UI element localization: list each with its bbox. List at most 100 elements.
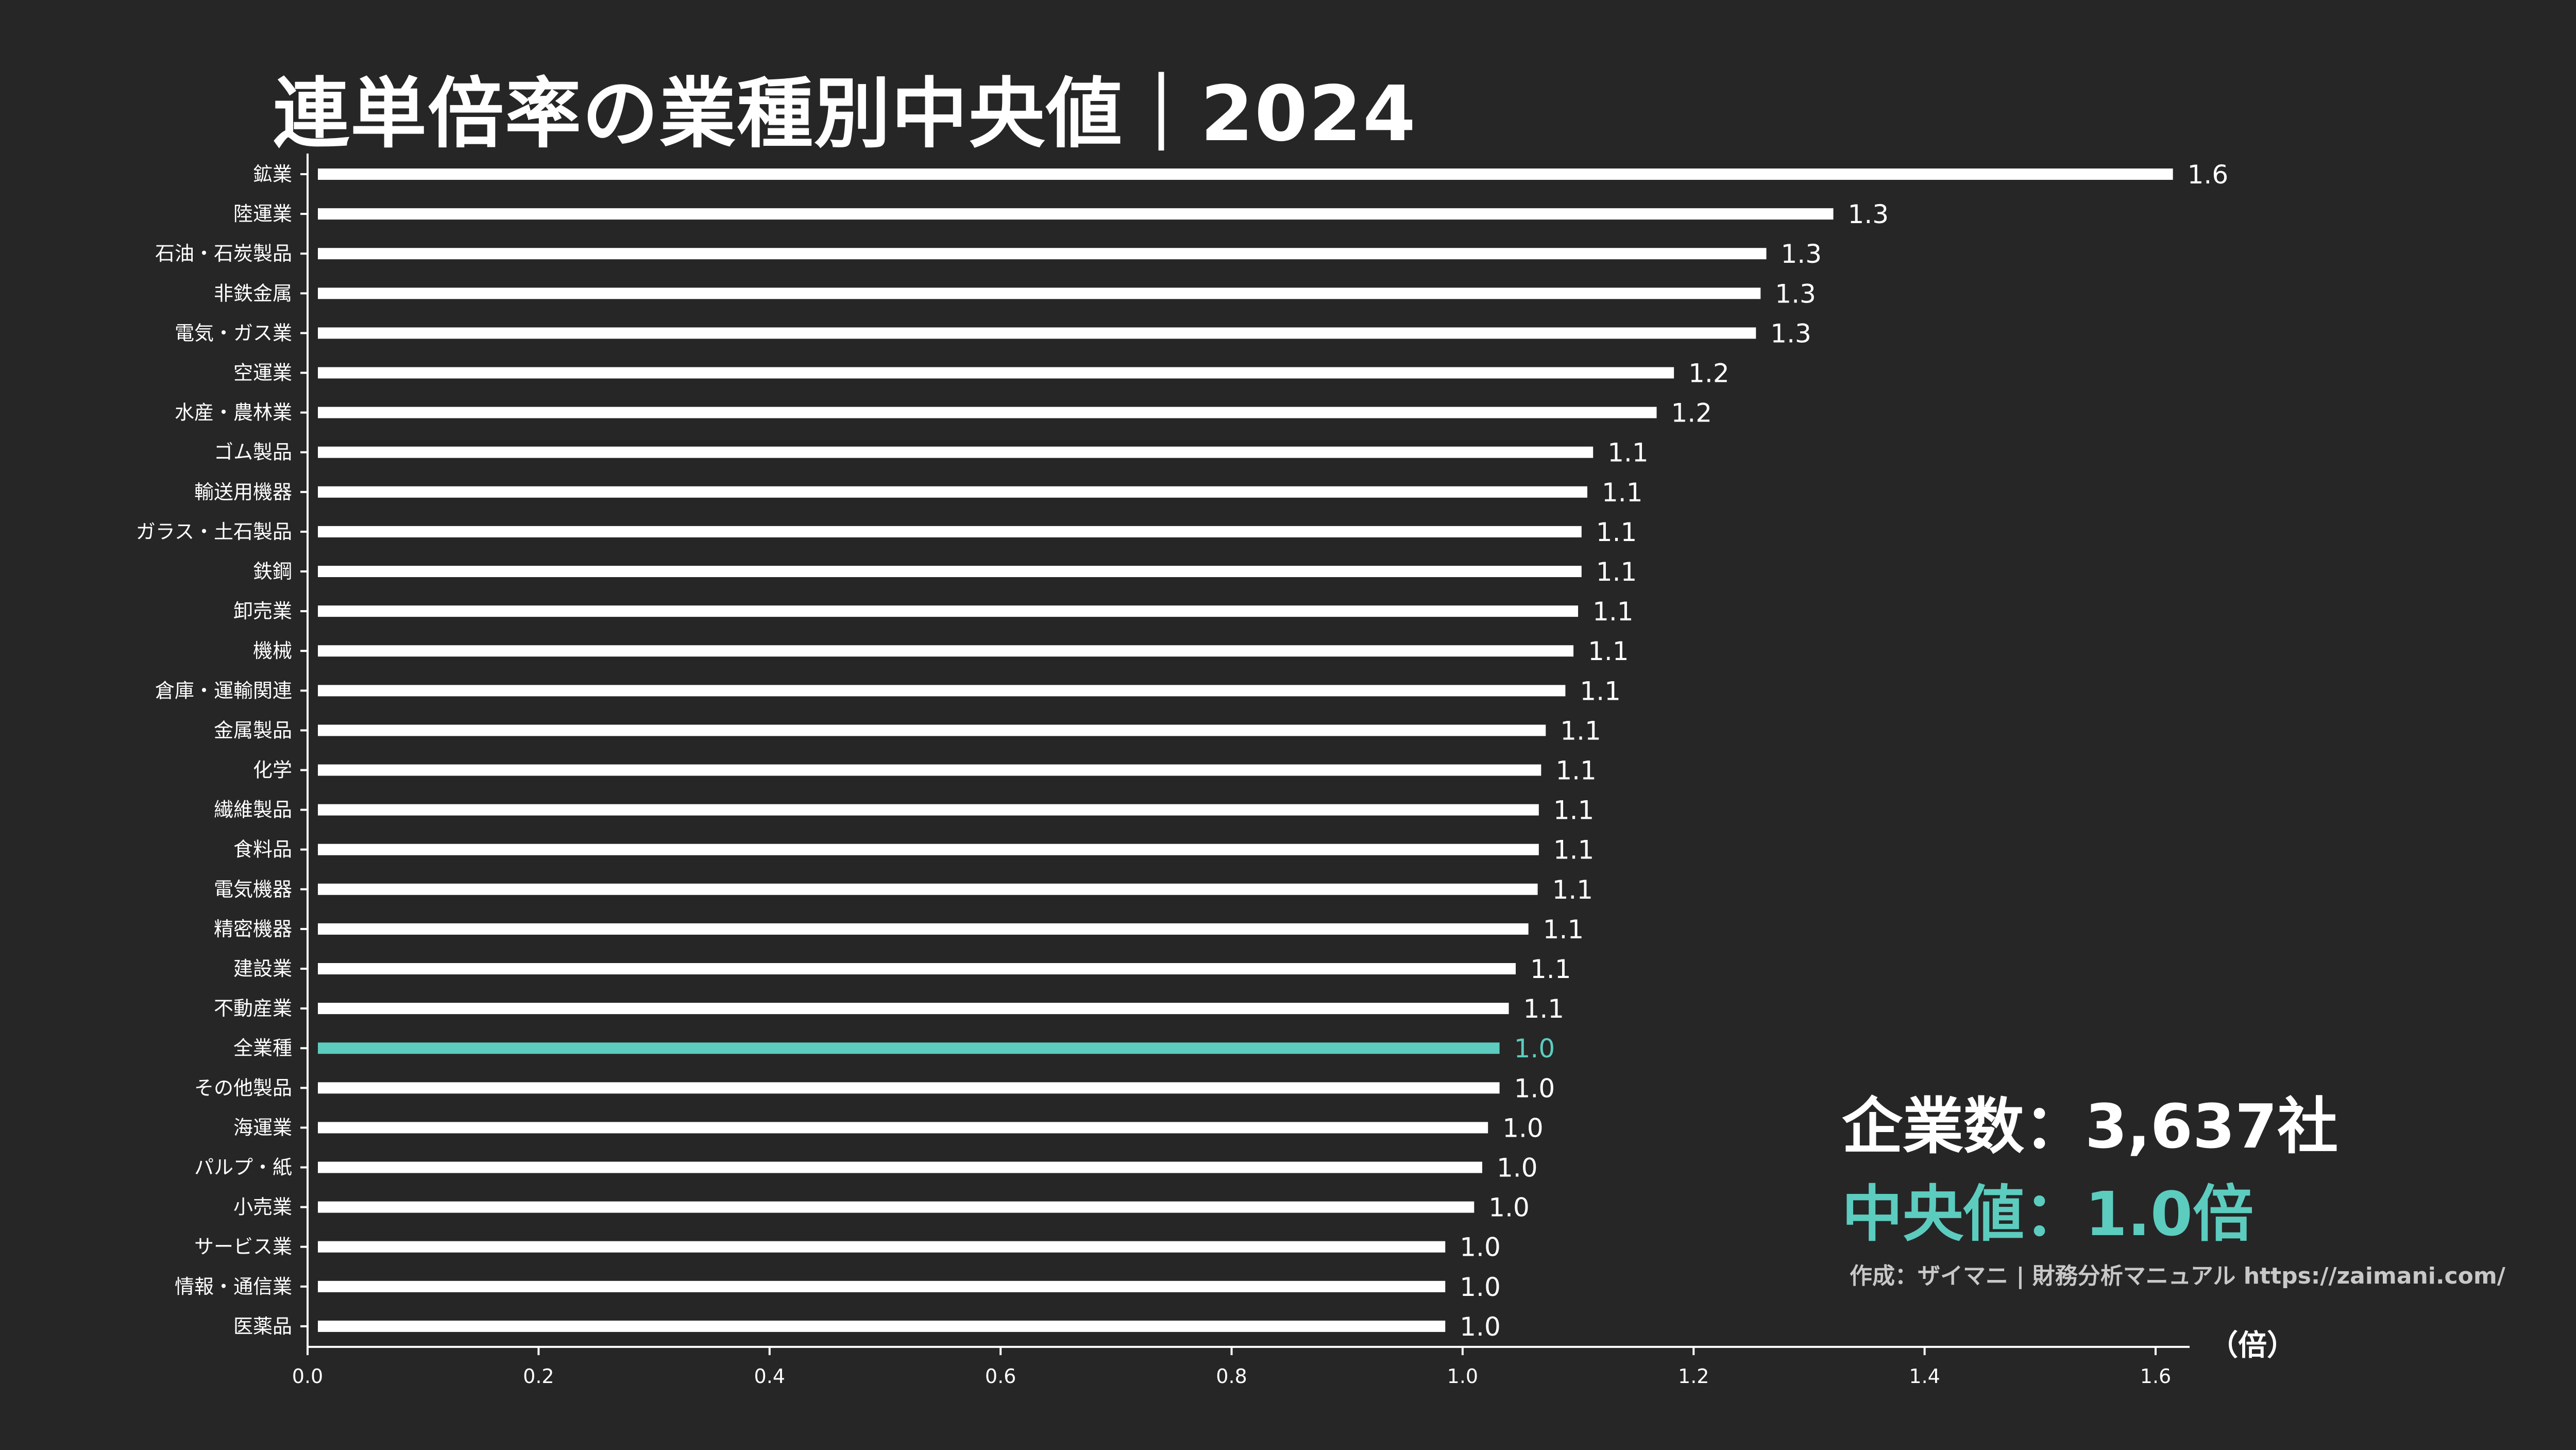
credit-text: 作成：ザイマニ | 財務分析マニュアル https://zaimani.com/ <box>1850 1263 2505 1289</box>
bar-27 <box>318 1241 1446 1253</box>
value-label-3: 1.3 <box>1775 279 1816 309</box>
bar-6 <box>318 407 1657 418</box>
category-label-19: 精密機器 <box>214 918 292 940</box>
bar-16 <box>318 804 1539 816</box>
bar-18 <box>318 883 1538 895</box>
value-label-23: 1.0 <box>1514 1073 1555 1103</box>
category-label-29: 医薬品 <box>233 1315 292 1338</box>
category-label-21: 不動産業 <box>214 997 292 1020</box>
category-label-28: 情報・通信業 <box>175 1275 292 1298</box>
bar-1 <box>318 208 1834 220</box>
category-label-12: 機械 <box>253 639 292 662</box>
value-label-7: 1.1 <box>1607 438 1649 468</box>
value-label-2: 1.3 <box>1781 239 1822 269</box>
value-label-21: 1.1 <box>1523 994 1565 1024</box>
x-tick-label-1: 0.2 <box>523 1365 554 1388</box>
value-label-17: 1.1 <box>1553 835 1595 865</box>
median-stat: 中央値：1.0倍 <box>1842 1178 2254 1250</box>
x-tick-label-5: 1.0 <box>1447 1365 1478 1388</box>
category-label-23: その他製品 <box>194 1076 292 1099</box>
value-label-10: 1.1 <box>1596 557 1637 587</box>
bar-15 <box>318 764 1541 776</box>
category-label-1: 陸運業 <box>233 203 292 225</box>
bar-10 <box>318 566 1582 577</box>
category-label-7: ゴム製品 <box>214 441 292 464</box>
category-label-11: 卸売業 <box>233 600 292 622</box>
category-label-26: 小売業 <box>233 1196 292 1219</box>
category-label-10: 鉄鋼 <box>253 560 292 583</box>
category-label-0: 鉱業 <box>253 163 292 186</box>
value-label-19: 1.1 <box>1543 915 1584 945</box>
value-label-6: 1.2 <box>1671 398 1713 428</box>
x-tick-label-3: 0.6 <box>985 1365 1016 1388</box>
bar-2 <box>318 248 1767 260</box>
value-label-29: 1.0 <box>1460 1312 1501 1342</box>
bar-20 <box>318 963 1516 974</box>
category-label-5: 空運業 <box>233 362 292 384</box>
value-label-9: 1.1 <box>1596 517 1637 547</box>
value-label-18: 1.1 <box>1552 875 1594 905</box>
bar-19 <box>318 923 1529 935</box>
bar-13 <box>318 685 1566 697</box>
category-label-27: サービス業 <box>194 1236 292 1258</box>
value-label-13: 1.1 <box>1580 676 1621 706</box>
value-label-0: 1.6 <box>2188 160 2229 190</box>
bar-14 <box>318 724 1546 736</box>
chart-title: 連単倍率の業種別中央値｜2024 <box>273 70 1417 158</box>
value-label-12: 1.1 <box>1588 636 1629 666</box>
category-label-2: 石油・石炭製品 <box>155 242 292 265</box>
category-label-14: 金属製品 <box>214 719 292 741</box>
value-label-16: 1.1 <box>1553 796 1595 825</box>
category-label-4: 電気・ガス業 <box>175 322 292 344</box>
x-tick-label-7: 1.4 <box>1909 1365 1940 1388</box>
value-label-25: 1.0 <box>1497 1153 1538 1183</box>
category-label-13: 倉庫・運輸関連 <box>155 679 292 702</box>
bar-28 <box>318 1280 1446 1292</box>
bar-3 <box>318 288 1761 299</box>
bar-7 <box>318 446 1594 458</box>
category-label-6: 水産・農林業 <box>175 401 292 424</box>
bar-17 <box>318 844 1539 855</box>
value-label-27: 1.0 <box>1460 1233 1501 1262</box>
bar-8 <box>318 486 1587 498</box>
bar-24 <box>318 1122 1488 1134</box>
category-label-20: 建設業 <box>233 957 292 980</box>
value-label-5: 1.2 <box>1688 359 1730 389</box>
bar-23 <box>318 1082 1500 1094</box>
value-label-20: 1.1 <box>1530 954 1571 984</box>
x-axis-unit-label: （倍） <box>2209 1329 2296 1362</box>
category-label-15: 化学 <box>253 759 292 782</box>
category-label-25: パルプ・紙 <box>194 1156 292 1179</box>
bar-9 <box>318 526 1582 537</box>
value-label-15: 1.1 <box>1555 756 1597 786</box>
x-tick-label-6: 1.2 <box>1678 1365 1709 1388</box>
value-label-14: 1.1 <box>1560 716 1601 746</box>
value-label-28: 1.0 <box>1460 1272 1501 1302</box>
value-label-22: 1.0 <box>1514 1034 1555 1064</box>
value-label-11: 1.1 <box>1592 597 1634 627</box>
category-label-22: 全業種 <box>233 1037 292 1059</box>
x-tick-label-0: 0.0 <box>292 1365 323 1388</box>
category-label-9: ガラス・土石製品 <box>136 520 292 543</box>
bar-0 <box>318 168 2173 180</box>
bar-11 <box>318 605 1579 617</box>
bar-12 <box>318 645 1574 657</box>
value-label-26: 1.0 <box>1488 1193 1530 1223</box>
value-label-24: 1.0 <box>1502 1113 1544 1143</box>
bar-29 <box>318 1320 1446 1332</box>
category-label-3: 非鉄金属 <box>214 282 292 305</box>
category-label-16: 繊維製品 <box>214 799 292 821</box>
bar-25 <box>318 1161 1482 1173</box>
x-tick-label-4: 0.8 <box>1216 1365 1247 1388</box>
value-label-8: 1.1 <box>1602 478 1643 508</box>
bar-5 <box>318 367 1674 379</box>
x-tick-label-8: 1.6 <box>2140 1365 2171 1388</box>
category-label-24: 海運業 <box>233 1116 292 1139</box>
bar-26 <box>318 1201 1475 1213</box>
company-count-stat: 企業数：3,637社 <box>1842 1091 2338 1162</box>
category-label-8: 輸送用機器 <box>194 481 292 503</box>
bar-21 <box>318 1003 1509 1015</box>
category-label-17: 食料品 <box>233 838 292 861</box>
bar-4 <box>318 327 1756 339</box>
